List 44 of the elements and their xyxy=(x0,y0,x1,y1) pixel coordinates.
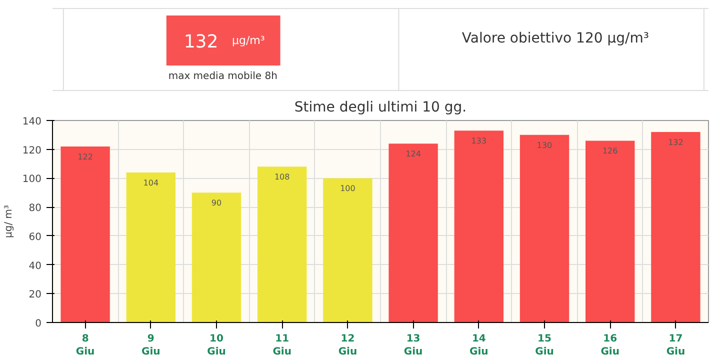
data-label: 122 xyxy=(78,152,93,162)
bar xyxy=(126,172,176,322)
x-tick-label: 12 Giu xyxy=(338,334,358,358)
data-label: 130 xyxy=(536,140,552,150)
y-tick-label: 60 xyxy=(28,232,42,243)
text: max media mobile 8h xyxy=(168,71,278,82)
data-label: 100 xyxy=(340,184,356,194)
text: µg/m³ xyxy=(232,34,265,47)
bar xyxy=(60,146,110,322)
data-label: 104 xyxy=(143,178,159,188)
bar xyxy=(388,144,438,322)
x-tick-label: 13 Giu xyxy=(404,334,423,358)
y-tick-label: 40 xyxy=(28,260,42,272)
data-label: 90 xyxy=(211,198,222,208)
bar xyxy=(454,130,504,322)
bar xyxy=(651,132,700,322)
bar xyxy=(520,134,570,322)
y-tick-label: 120 xyxy=(22,145,42,156)
x-tick-label: 16 Giu xyxy=(600,334,620,358)
x-tick-label: 17 Giu xyxy=(666,334,686,358)
x-tick-label: 14 Giu xyxy=(470,334,488,358)
data-label: 108 xyxy=(274,172,290,182)
bar xyxy=(258,166,307,322)
x-tick-label: 9 Giu xyxy=(142,334,160,358)
text: 132 xyxy=(184,32,218,52)
y-tick-label: 0 xyxy=(35,318,42,330)
bar xyxy=(323,178,372,322)
x-tick-label: 11 Giu xyxy=(272,334,292,358)
y-tick-label: 20 xyxy=(28,290,42,301)
text: Valore obiettivo 120 µg/m³ xyxy=(462,30,649,46)
y-tick-label: 80 xyxy=(28,203,42,214)
y-tick-label: 140 xyxy=(22,116,42,128)
data-label: 132 xyxy=(668,138,684,148)
data-label: 126 xyxy=(602,146,618,156)
x-tick-label: 8 Giu xyxy=(76,334,95,358)
data-label: 133 xyxy=(471,136,487,146)
chart-title: Stime degli ultimi 10 gg. xyxy=(294,100,467,116)
y-tick-label: 100 xyxy=(22,174,42,186)
data-label: 124 xyxy=(406,150,421,159)
bar xyxy=(586,140,635,322)
x-tick-label: 15 Giu xyxy=(535,334,554,358)
y-axis-title: µg/ m³ xyxy=(3,204,14,238)
bar xyxy=(192,192,242,322)
x-tick-label: 10 Giu xyxy=(207,334,226,358)
